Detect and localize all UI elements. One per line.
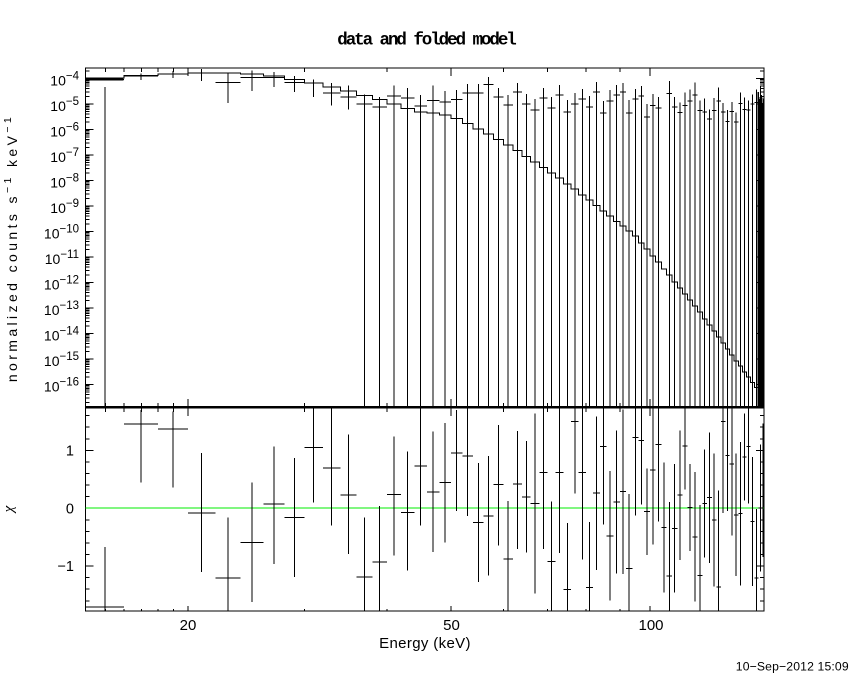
svg-text:Energy (keV): Energy (keV) xyxy=(379,635,471,652)
svg-text:100: 100 xyxy=(638,617,663,634)
svg-text:1: 1 xyxy=(66,444,74,460)
svg-text:50: 50 xyxy=(443,617,460,634)
svg-text:−1: −1 xyxy=(57,559,74,575)
svg-text:20: 20 xyxy=(180,617,197,634)
svg-text:χ: χ xyxy=(1,505,17,514)
svg-text:data and folded model: data and folded model xyxy=(337,31,516,51)
svg-text:10−Sep−2012 15:09: 10−Sep−2012 15:09 xyxy=(736,660,849,674)
svg-text:normalized counts s−1 keV−1: normalized counts s−1 keV−1 xyxy=(2,114,20,382)
svg-text:0: 0 xyxy=(66,501,74,517)
